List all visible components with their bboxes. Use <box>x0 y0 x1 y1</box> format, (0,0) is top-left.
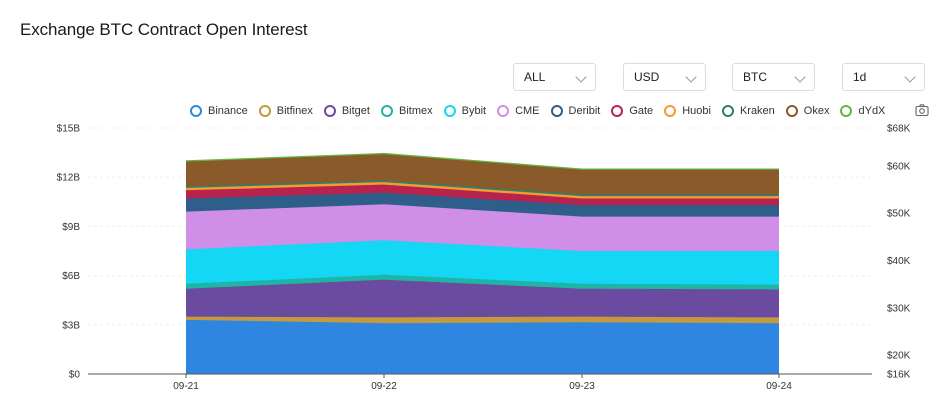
area-series-okex <box>186 154 779 195</box>
camera-icon[interactable] <box>915 103 929 117</box>
legend-label: dYdX <box>858 105 886 117</box>
legend-item-okex[interactable]: Okex <box>785 105 830 117</box>
legend-label: Deribit <box>568 105 601 117</box>
line-series-dydx <box>185 152 779 170</box>
chart-controls: ALL USD BTC 1d <box>0 63 939 93</box>
legend-item-bitget[interactable]: Bitget <box>323 105 370 117</box>
legend-marker <box>840 105 853 117</box>
area-series-huobi <box>186 182 779 199</box>
y-right-tick-label: $68K <box>887 124 911 135</box>
legend-item-huobi[interactable]: Huobi <box>664 105 711 117</box>
legend-label: Kraken <box>739 105 775 117</box>
area-series-bitmex <box>186 274 779 290</box>
area-series-kraken <box>186 180 779 197</box>
y-right-tick-label: $50K <box>887 209 911 220</box>
legend-marker <box>380 105 393 117</box>
legend-label: Bitmex <box>398 105 433 117</box>
legend-label: Binance <box>208 105 248 117</box>
legend-label: Huobi <box>682 105 711 117</box>
area-series-bitfinex <box>186 316 779 324</box>
legend-item-bitfinex[interactable]: Bitfinex <box>258 105 313 117</box>
y-right-tick-label: $30K <box>887 303 911 314</box>
y-left-tick-label: $9B <box>62 222 80 233</box>
legend-marker <box>443 105 456 117</box>
legend-item-gate[interactable]: Gate <box>611 105 653 117</box>
area-series-gate <box>186 184 779 206</box>
coin-select[interactable]: BTC <box>732 63 815 91</box>
legend-item-deribit[interactable]: Deribit <box>550 105 601 117</box>
legend-marker <box>664 105 677 117</box>
area-series-binance <box>186 319 779 374</box>
x-tick-label: 09-22 <box>371 381 397 392</box>
interval-select-value: 1d <box>853 70 867 84</box>
legend-label: CME <box>515 105 540 117</box>
area-series-deribit <box>186 192 779 217</box>
legend-marker <box>550 105 563 117</box>
currency-select[interactable]: USD <box>623 63 706 91</box>
legend-item-cme[interactable]: CME <box>497 105 540 117</box>
interval-select[interactable]: 1d <box>842 63 925 91</box>
legend-label: Bitfinex <box>276 105 313 117</box>
legend-item-bitmex[interactable]: Bitmex <box>380 105 433 117</box>
y-right-tick-label: $20K <box>887 351 911 362</box>
area-series-cme <box>186 204 779 251</box>
legend-item-binance[interactable]: Binance <box>190 105 248 117</box>
legend-marker <box>611 105 624 117</box>
legend-marker <box>190 105 202 117</box>
legend-label: Okex <box>803 105 830 117</box>
y-left-tick-label: $15B <box>57 124 81 135</box>
legend-marker <box>323 105 336 117</box>
legend-marker <box>721 105 734 117</box>
legend-label: Gate <box>629 105 654 117</box>
legend-label: Bybit <box>461 105 487 117</box>
y-right-tick-label: $16K <box>887 370 911 381</box>
y-right-tick-label: $60K <box>887 161 911 172</box>
exchange-select-value: ALL <box>524 70 546 84</box>
y-left-tick-label: $12B <box>57 173 81 184</box>
legend-label: Bitget <box>341 105 370 117</box>
page-title: Exchange BTC Contract Open Interest <box>20 20 308 39</box>
y-right-tick-label: $40K <box>887 256 911 267</box>
legend-marker <box>258 105 271 117</box>
x-tick-label: 09-24 <box>766 381 792 392</box>
y-left-tick-label: $0 <box>69 370 81 381</box>
y-left-tick-label: $6B <box>62 271 80 282</box>
y-left-tick-label: $3B <box>62 320 80 331</box>
x-tick-label: 09-21 <box>173 381 199 392</box>
legend-marker <box>497 105 510 117</box>
legend-marker <box>785 105 798 117</box>
currency-select-value: USD <box>634 70 660 84</box>
legend-item-kraken[interactable]: Kraken <box>721 105 775 117</box>
legend-item-bybit[interactable]: Bybit <box>443 105 487 117</box>
legend-item-dydx[interactable]: dYdX <box>840 105 885 117</box>
exchange-select[interactable]: ALL <box>513 63 596 91</box>
x-tick-label: 09-23 <box>569 381 595 392</box>
chart-legend: Binance Bitfinex Bitget Bitmex Bybit CME Derib… <box>190 103 896 119</box>
coin-select-value: BTC <box>743 70 767 84</box>
